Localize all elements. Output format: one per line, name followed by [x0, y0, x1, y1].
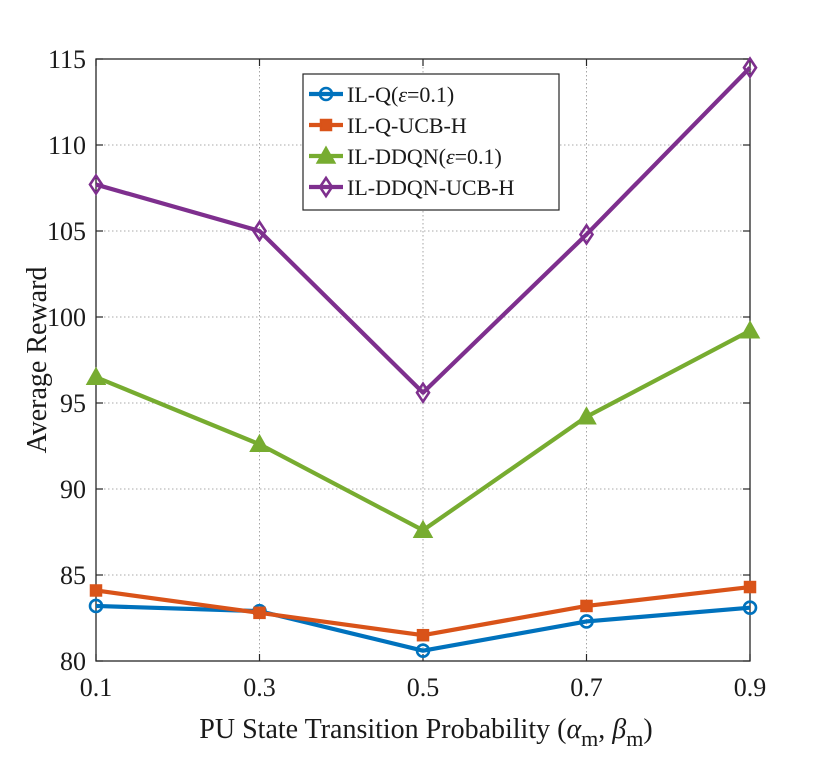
data-point [251, 219, 268, 243]
x-axis-label-close: ) [643, 714, 652, 745]
data-point [580, 599, 593, 613]
legend-label-epsilon: ε [398, 82, 407, 107]
data-point [416, 628, 430, 642]
y-axis-label: Average Reward [22, 267, 53, 454]
data-point [88, 173, 104, 196]
y-tick-label: 80 [60, 647, 86, 676]
x-tick-label: 0.1 [80, 673, 113, 702]
x-axis-label: PU State Transition Probability (αm, βm) [199, 714, 652, 751]
x-axis-label-alpha-sub: m [581, 726, 598, 751]
series-2 [85, 320, 761, 539]
x-tick-label: 0.3 [243, 673, 276, 702]
series-group [85, 56, 761, 658]
legend-label-text: IL-Q-UCB-H [347, 113, 467, 138]
y-tick-label: 90 [60, 475, 86, 504]
legend-label-epsilon: ε [446, 144, 455, 169]
legend-label-suffix: =0.1) [407, 82, 454, 107]
legend-swatch-marker [319, 118, 333, 132]
data-point [743, 580, 757, 594]
x-axis-label-beta-sub: m [626, 726, 643, 751]
x-tick-label: 0.7 [570, 673, 603, 702]
y-tick-label: 110 [48, 131, 86, 160]
legend-swatch-marker [318, 175, 334, 199]
legend-label: IL-DDQN(ε=0.1) [347, 144, 502, 169]
legend-label-suffix: =0.1) [455, 144, 502, 169]
y-tick-label: 105 [47, 217, 86, 246]
legend-label-text: IL-Q( [347, 82, 398, 107]
data-point [579, 614, 594, 629]
series-3 [88, 56, 758, 405]
series-line [95, 603, 751, 653]
data-point [253, 606, 266, 620]
legend-swatch-marker [315, 145, 337, 164]
legend-label: IL-Q(ε=0.1) [347, 82, 454, 107]
legend: IL-Q(ε=0.1)IL-Q-UCB-HIL-DDQN(ε=0.1)IL-DD… [302, 73, 560, 211]
data-point [742, 600, 758, 615]
y-tick-label: 100 [47, 303, 86, 332]
legend-label: IL-DDQN-UCB-H [347, 175, 515, 200]
data-point [415, 381, 431, 405]
grid [96, 59, 750, 661]
y-tick-label: 115 [48, 45, 86, 74]
data-point [249, 433, 270, 453]
data-point [576, 406, 597, 425]
x-axis-label-alpha: α [566, 714, 582, 745]
data-point [89, 584, 103, 597]
legend-swatch-marker [318, 86, 334, 102]
axis-ticks: 0.1 0.3 0.5 0.7 0.9 80 85 90 95 100 105 110 115 [47, 45, 766, 702]
legend-label-text: IL-DDQN( [347, 144, 446, 169]
x-axis-label-main: PU State Transition Probability ( [199, 714, 566, 745]
data-point [415, 643, 431, 658]
data-point [85, 366, 107, 385]
data-point [739, 320, 761, 339]
data-point [412, 519, 434, 539]
series-1 [89, 580, 757, 642]
x-tick-label: 0.9 [734, 673, 767, 702]
data-point [742, 56, 758, 79]
x-axis-label-comma: , [598, 714, 612, 745]
legend-box [302, 73, 560, 211]
legend-label-text: IL-DDQN-UCB-H [347, 175, 515, 200]
x-tick-label: 0.5 [407, 673, 440, 702]
legend-label: IL-Q-UCB-H [347, 113, 467, 138]
y-tick-label: 95 [60, 389, 86, 418]
data-point [88, 598, 104, 614]
data-point [578, 223, 595, 246]
y-tick-label: 85 [60, 561, 86, 590]
x-axis-label-beta: β [611, 714, 626, 745]
series-line [95, 66, 752, 395]
